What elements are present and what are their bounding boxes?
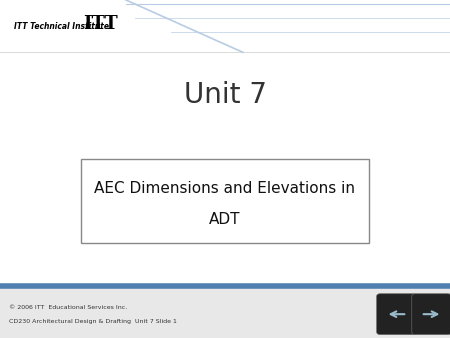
Text: © 2006 ITT  Educational Services Inc.: © 2006 ITT Educational Services Inc. xyxy=(9,305,127,310)
Text: ITT Technical Institute: ITT Technical Institute xyxy=(14,22,108,31)
Text: ITT: ITT xyxy=(83,15,118,32)
FancyBboxPatch shape xyxy=(377,294,416,335)
Text: AEC Dimensions and Elevations in: AEC Dimensions and Elevations in xyxy=(94,181,356,196)
Bar xyxy=(0,286,450,338)
Text: ADT: ADT xyxy=(209,212,241,227)
Text: CD230 Architectural Design & Drafting  Unit 7 Slide 1: CD230 Architectural Design & Drafting Un… xyxy=(9,319,177,323)
Bar xyxy=(0,0,450,52)
FancyBboxPatch shape xyxy=(412,294,450,335)
Text: Unit 7: Unit 7 xyxy=(184,81,266,108)
Bar xyxy=(81,159,369,243)
